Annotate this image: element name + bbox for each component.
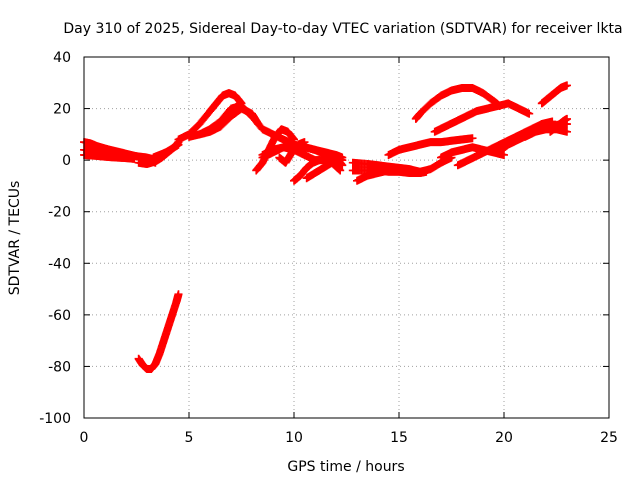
data-points (80, 81, 571, 374)
x-tick-label: 25 (600, 430, 618, 446)
data-point (174, 290, 183, 299)
data-point (130, 154, 139, 163)
y-tick-label: 40 (53, 50, 71, 66)
y-tick-label: 0 (62, 153, 71, 169)
y-tick-label: -80 (48, 359, 71, 375)
y-tick-label: -100 (39, 411, 71, 427)
y-tick-label: 20 (53, 102, 71, 118)
x-tick-label: 15 (390, 430, 408, 446)
data-point (422, 167, 431, 176)
grid (84, 57, 609, 418)
data-point (336, 166, 345, 175)
data-point (563, 127, 571, 136)
data-point (338, 161, 347, 170)
series-track-27 (537, 81, 571, 108)
y-tick-label: -20 (48, 205, 71, 221)
y-tick-label: -60 (48, 308, 71, 324)
x-axis-label: GPS time / hours (287, 459, 404, 475)
series-track-19 (353, 166, 393, 185)
x-tick-label: 20 (495, 430, 513, 446)
x-tick-label: 0 (80, 430, 89, 446)
data-point (468, 134, 477, 143)
y-axis-label: SDTVAR / TECUs (7, 181, 23, 296)
data-point (315, 156, 324, 165)
axis-ticks (83, 56, 610, 419)
series-track-22 (430, 99, 534, 136)
series-track-05 (149, 140, 183, 162)
x-tick-labels: 0 5 10 15 20 25 (80, 430, 618, 446)
data-point (300, 138, 309, 147)
series-track-20 (384, 134, 477, 159)
data-point (500, 150, 508, 159)
y-tick-labels: -100 -80 -60 -40 -20 0 20 40 (39, 50, 71, 427)
series-track-28 (546, 114, 571, 136)
data-point (525, 109, 534, 118)
plot-frame (83, 56, 610, 419)
series-track-03 (80, 150, 139, 163)
series-track-16 (302, 158, 345, 183)
y-tick-label: -40 (48, 256, 71, 272)
x-tick-label: 10 (285, 430, 303, 446)
series-track-15 (290, 156, 324, 185)
data-point (563, 114, 571, 123)
chart-title: Day 310 of 2025, Sidereal Day-to-day VTE… (63, 21, 622, 37)
data-point (384, 166, 393, 175)
series-track-06 (134, 290, 183, 374)
x-tick-label: 5 (185, 430, 194, 446)
series-track-14 (275, 138, 309, 167)
data-point (563, 81, 571, 90)
